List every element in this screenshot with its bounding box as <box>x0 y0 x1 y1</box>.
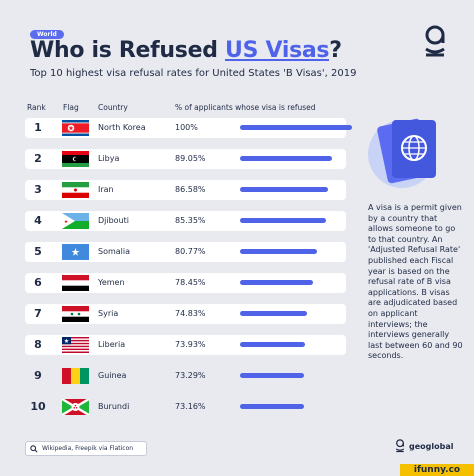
north-korea-flag-icon <box>62 120 89 136</box>
rank-label: 6 <box>34 276 42 289</box>
country-label: Liberia <box>98 340 126 349</box>
row-card <box>25 211 346 231</box>
table-row: 5 Somalia 80.77% <box>25 242 346 262</box>
libya-flag-icon <box>62 151 89 167</box>
country-label: Yemen <box>98 278 125 287</box>
brand-name: geoglobal <box>409 442 454 451</box>
djibouti-flag-icon <box>62 213 89 229</box>
value-label: 80.77% <box>175 247 206 256</box>
rank-label: 10 <box>30 400 46 413</box>
brand: geoglobal <box>395 439 453 454</box>
bar <box>240 342 306 347</box>
rank-label: 8 <box>34 338 42 351</box>
geoglobal-logo-icon <box>425 25 445 57</box>
source-text: Wikipedia, Freepik via Flaticon <box>42 445 134 452</box>
table-row: 1 North Korea 100% <box>25 118 352 138</box>
country-label: North Korea <box>98 123 146 132</box>
visa-explanation: A visa is a permit given by a country th… <box>368 203 463 361</box>
iran-flag-icon <box>62 182 89 198</box>
header-country: Country <box>98 103 128 112</box>
bar <box>240 156 333 161</box>
row-card <box>25 180 346 200</box>
value-label: 85.35% <box>175 216 206 225</box>
row-card <box>25 149 346 169</box>
source-box: Wikipedia, Freepik via Flaticon <box>25 441 147 456</box>
rank-label: 1 <box>34 121 42 134</box>
yemen-flag-icon <box>62 275 89 291</box>
row-card <box>25 118 346 138</box>
value-label: 73.93% <box>175 340 206 349</box>
geoglobal-logo-small-icon <box>395 439 405 453</box>
rank-label: 7 <box>34 307 42 320</box>
country-label: Libya <box>98 154 120 163</box>
bar <box>240 373 304 378</box>
country-label: Somalia <box>98 247 131 256</box>
country-label: Iran <box>98 185 114 194</box>
burundi-flag-icon <box>62 399 89 415</box>
title-text: Who is Refused <box>30 38 226 63</box>
table-row: 8 Liberia 73.93% <box>25 335 346 355</box>
value-label: 89.05% <box>175 154 206 163</box>
title-punctuation: ? <box>329 38 342 63</box>
table-row: 6 Yemen 78.45% <box>25 273 346 293</box>
bar <box>240 125 352 130</box>
page-title: Who is Refused US Visas? <box>30 38 342 63</box>
bar <box>240 187 328 192</box>
title-highlight: US Visas <box>225 38 330 63</box>
liberia-flag-icon <box>62 337 89 353</box>
bar <box>240 249 318 254</box>
row-card <box>25 242 346 262</box>
table-row: 9 Guinea 73.29% <box>25 366 346 386</box>
search-icon <box>30 444 38 453</box>
bar <box>240 404 304 409</box>
bar <box>240 280 314 285</box>
country-label: Djibouti <box>98 216 130 225</box>
row-card <box>25 273 346 293</box>
guinea-flag-icon <box>62 368 89 384</box>
header-flag: Flag <box>63 103 79 112</box>
rank-label: 2 <box>34 152 42 165</box>
syria-flag-icon <box>62 306 89 322</box>
rank-label: 9 <box>34 369 42 382</box>
category-badge: World <box>30 30 64 39</box>
row-card <box>25 335 346 355</box>
passport-icon <box>368 118 436 188</box>
rank-label: 3 <box>34 183 42 196</box>
value-label: 86.58% <box>175 185 206 194</box>
value-label: 78.45% <box>175 278 206 287</box>
header-percent: % of applicants whose visa is refused <box>175 103 316 112</box>
bar <box>240 311 307 316</box>
watermark: ifunny.co <box>400 464 474 476</box>
country-label: Syria <box>98 309 119 318</box>
rank-label: 5 <box>34 245 42 258</box>
rank-label: 4 <box>34 214 42 227</box>
somalia-flag-icon <box>62 244 89 260</box>
value-label: 73.29% <box>175 371 206 380</box>
value-label: 74.83% <box>175 309 206 318</box>
value-label: 100% <box>175 123 198 132</box>
table-row: 2 Libya 89.05% <box>25 149 346 169</box>
country-label: Burundi <box>98 402 130 411</box>
table-row: 7 Syria 74.83% <box>25 304 346 324</box>
table-row: 3 Iran 86.58% <box>25 180 346 200</box>
value-label: 73.16% <box>175 402 206 411</box>
row-card <box>25 304 346 324</box>
table-row: 4 Djibouti 85.35% <box>25 211 346 231</box>
page-subtitle: Top 10 highest visa refusal rates for Un… <box>30 68 357 79</box>
table-row: 10 Burundi 73.16% <box>25 397 346 417</box>
bar <box>240 218 326 223</box>
country-label: Guinea <box>98 371 127 380</box>
header-rank: Rank <box>27 103 46 112</box>
